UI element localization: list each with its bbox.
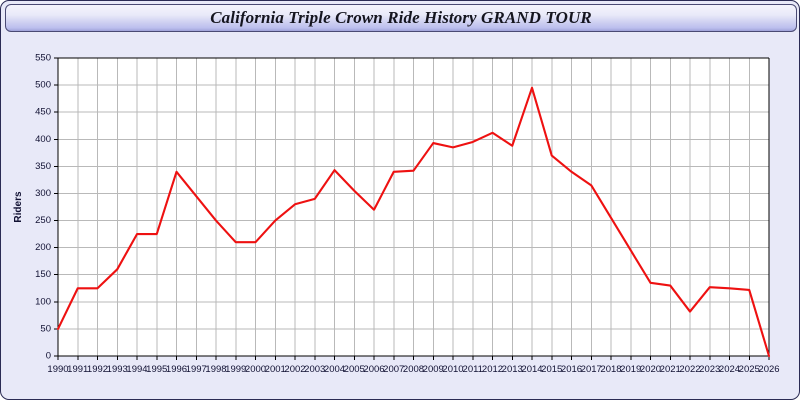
x-tick-label: 2024 [719, 364, 740, 375]
y-axis-title: Riders [13, 191, 24, 223]
x-tick-label: 2017 [581, 364, 602, 375]
x-tick-label: 2026 [758, 364, 779, 375]
y-tick-label: 200 [35, 242, 51, 253]
x-tick-label: 2003 [304, 364, 325, 375]
x-tick-label: 2007 [383, 364, 404, 375]
y-tick-label: 250 [35, 215, 51, 226]
x-tick-label: 2010 [442, 364, 463, 375]
x-tick-label: 1990 [47, 364, 68, 375]
x-tick-label: 2012 [482, 364, 503, 375]
x-tick-label: 2001 [265, 364, 286, 375]
x-tick-label: 2025 [739, 364, 760, 375]
x-tick-label: 2023 [699, 364, 720, 375]
y-tick-label: 50 [40, 323, 51, 334]
x-tick-label: 2004 [324, 364, 345, 375]
chart-canvas: 0 50 100 150 200 250 300 350 400 450 500 550 1990 199… [1, 35, 799, 399]
x-tick-label: 1998 [205, 364, 226, 375]
y-tick-label: 150 [35, 269, 51, 280]
x-tick-label: 1993 [107, 364, 128, 375]
data-series-line [56, 86, 771, 358]
x-tick-label: 2006 [363, 364, 384, 375]
y-tick-label: 350 [35, 161, 51, 172]
x-tick-label: 2014 [521, 364, 542, 375]
x-tick-label: 2015 [541, 364, 562, 375]
y-tick-label: 300 [35, 188, 51, 199]
x-tick-label: 1991 [67, 364, 88, 375]
x-tick-label: 2021 [660, 364, 681, 375]
line-chart: 0501001502002503003504004505005501990199… [13, 53, 780, 375]
y-tick-label: 550 [35, 53, 51, 64]
x-tick-label: 1995 [146, 364, 167, 375]
y-tick-label: 400 [35, 134, 51, 145]
y-tick-label: 0 [46, 351, 51, 362]
y-tick-label: 100 [35, 296, 51, 307]
x-tick-label: 2016 [561, 364, 582, 375]
x-tick-label: 2008 [403, 364, 424, 375]
x-tick-label: 1996 [166, 364, 187, 375]
x-tick-label: 2009 [423, 364, 444, 375]
y-tick-label: 500 [35, 80, 51, 91]
x-tick-label: 1992 [87, 364, 108, 375]
x-tick-label: 2013 [502, 364, 523, 375]
x-tick-label: 2011 [463, 364, 483, 375]
x-tick-label: 2022 [679, 364, 700, 375]
x-tick-label: 2020 [640, 364, 661, 375]
x-tick-label: 2002 [284, 364, 305, 375]
page-title: California Triple Crown Ride History GRA… [210, 8, 592, 27]
x-tick-label: 2000 [245, 364, 266, 375]
x-tick-label: 2018 [600, 364, 621, 375]
x-tick-label: 1999 [225, 364, 246, 375]
x-tick-label: 1994 [126, 364, 147, 375]
x-tick-label: 2005 [344, 364, 365, 375]
y-tick-label: 450 [35, 107, 51, 118]
title-bar: California Triple Crown Ride History GRA… [5, 4, 797, 32]
x-tick-label: 1997 [186, 364, 207, 375]
x-tick-label: 2019 [620, 364, 641, 375]
